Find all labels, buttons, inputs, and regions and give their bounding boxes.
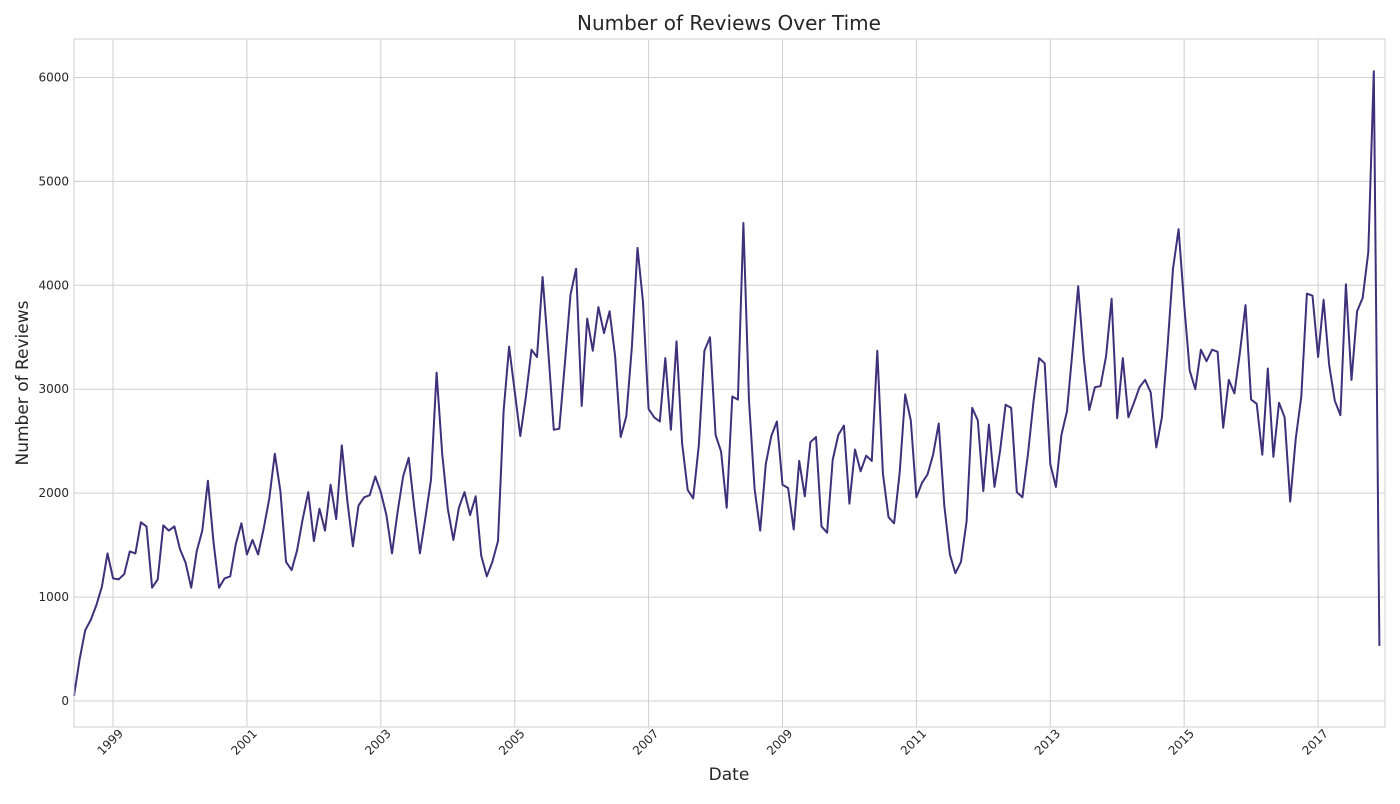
x-tick-label: 2003 — [362, 726, 393, 757]
y-tick-labels: 0 1000 2000 3000 4000 5000 6000 — [38, 70, 69, 708]
y-tick-label: 5000 — [38, 174, 69, 188]
y-tick-label: 3000 — [38, 382, 69, 396]
x-tick-label: 1999 — [94, 726, 125, 757]
x-tick-label: 2011 — [898, 726, 929, 757]
y-tick-label: 0 — [61, 694, 69, 708]
x-tick-label: 2009 — [764, 726, 795, 757]
x-tick-label: 2007 — [630, 726, 661, 757]
plot-frame — [73, 38, 1386, 728]
x-tick-label: 2005 — [496, 726, 527, 757]
x-tick-label: 2001 — [228, 726, 259, 757]
series-layer — [73, 70, 1381, 696]
x-axis-label: Date — [709, 765, 750, 785]
x-tick-labels: 1999 2001 2003 2005 2007 2009 2011 2013 2015 2017 — [94, 726, 1331, 757]
x-tick-label: 2013 — [1032, 726, 1063, 757]
y-tick-label: 1000 — [38, 590, 69, 604]
y-tick-label: 6000 — [38, 70, 69, 84]
y-tick-label: 4000 — [38, 278, 69, 292]
x-gridlines — [112, 39, 1319, 727]
x-tick-label: 2015 — [1166, 726, 1197, 757]
y-tick-label: 2000 — [38, 486, 69, 500]
x-tick-label: 2017 — [1299, 726, 1330, 757]
y-gridlines — [74, 76, 1385, 702]
y-axis-label: Number of Reviews — [13, 300, 33, 465]
chart-title: Number of Reviews Over Time — [577, 11, 881, 35]
series-line — [73, 70, 1381, 696]
